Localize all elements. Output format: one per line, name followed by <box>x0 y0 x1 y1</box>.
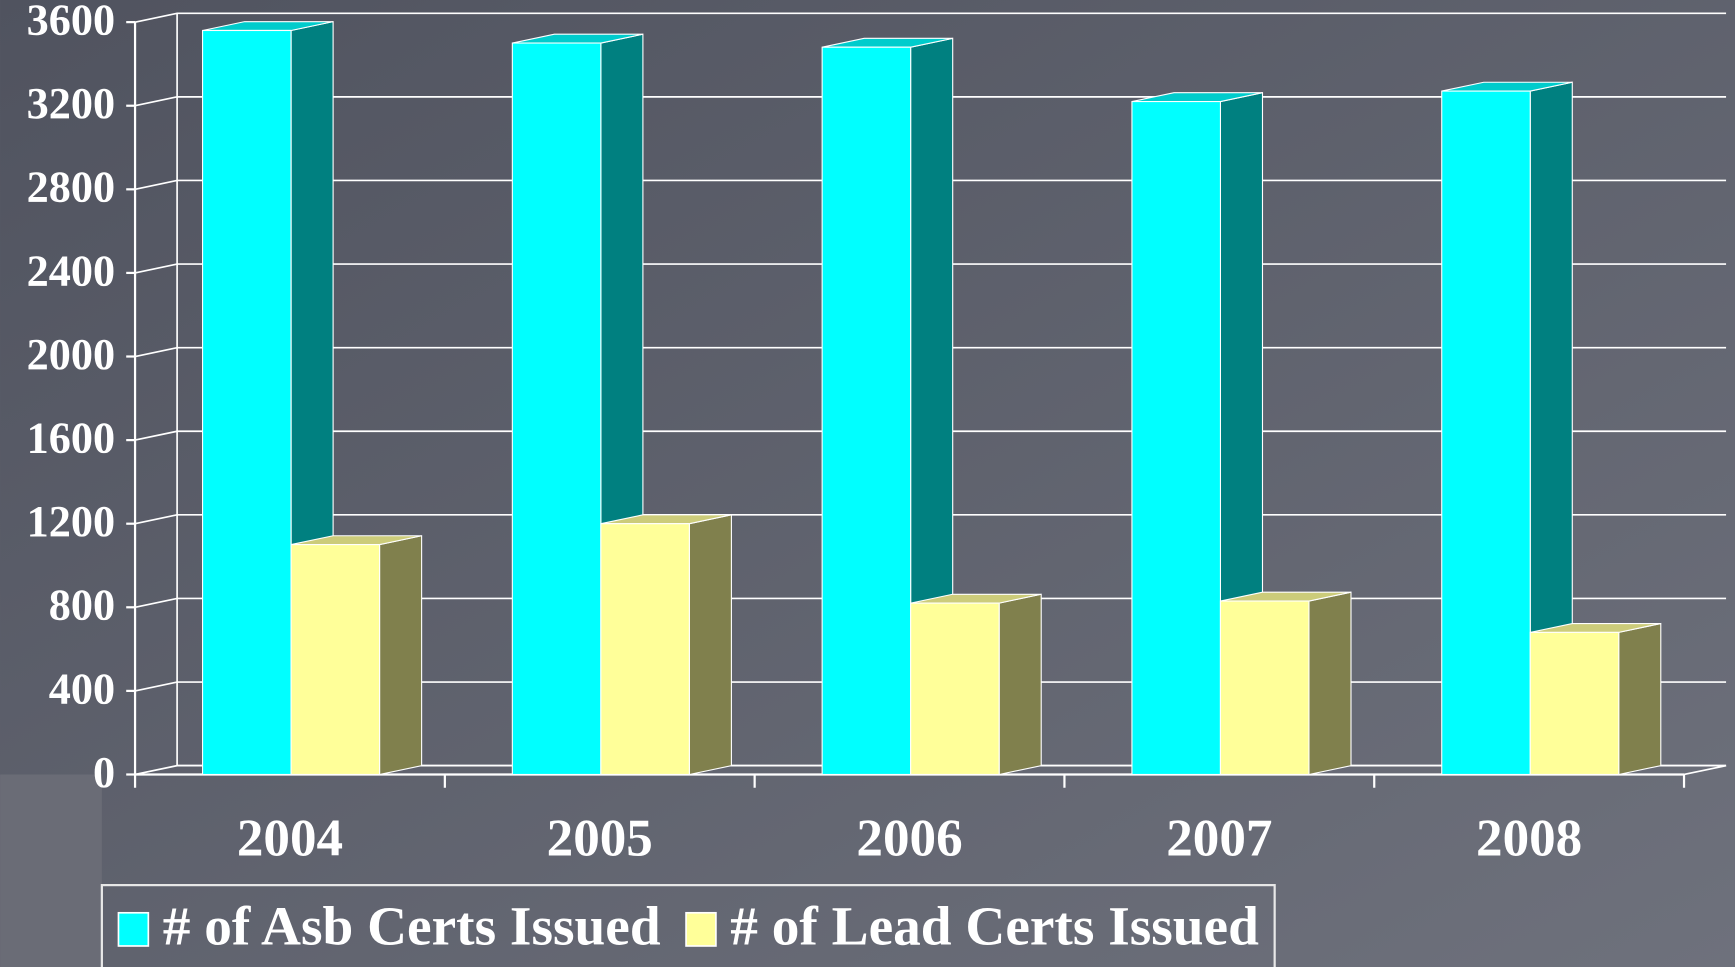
y-tick-label: 2000 <box>27 330 116 379</box>
bar <box>201 20 334 776</box>
bar-side <box>1308 591 1352 776</box>
bar-front <box>1219 600 1310 776</box>
legend-swatch <box>685 911 717 947</box>
y-tick-label: 1600 <box>27 413 116 462</box>
legend-box <box>100 884 1276 967</box>
bar-front <box>600 523 690 776</box>
bar-front <box>1441 90 1531 776</box>
x-tick-label: 2008 <box>1476 809 1582 867</box>
bar <box>1219 591 1352 776</box>
grid-line <box>134 12 1727 23</box>
y-tick-label: 0 <box>93 748 115 797</box>
y-tick-label: 800 <box>49 581 115 630</box>
legend-label: # of Lead Certs Issued <box>730 895 1259 956</box>
y-tick-label: 400 <box>49 664 115 713</box>
x-tick-label: 2006 <box>856 809 962 867</box>
x-tick-label: 2004 <box>237 809 343 867</box>
bar-front <box>1131 100 1221 776</box>
y-tick-label: 3600 <box>27 0 116 44</box>
bar-front <box>821 46 912 776</box>
bar <box>290 535 423 776</box>
x-tick-label: 2005 <box>547 809 653 867</box>
legend-swatch <box>117 911 150 947</box>
y-tick-label: 3200 <box>27 79 116 128</box>
bar-front <box>511 42 602 776</box>
bar-front <box>1529 631 1620 776</box>
floor-right-edge <box>1683 764 1727 776</box>
bar <box>600 514 732 776</box>
bar-front <box>910 602 1000 776</box>
bar-side <box>1618 622 1662 776</box>
bar-side <box>688 514 732 776</box>
bar-side <box>998 593 1042 776</box>
bar-front <box>290 544 381 776</box>
y-tick-label: 2400 <box>27 246 116 295</box>
bar-front <box>201 29 292 776</box>
legend-label: # of Asb Certs Issued <box>163 895 661 956</box>
y-tick-label: 1200 <box>27 497 116 546</box>
bar <box>910 593 1042 776</box>
bar-side <box>379 535 423 776</box>
bar <box>821 37 954 776</box>
x-tick-label: 2007 <box>1166 809 1272 867</box>
bar <box>1441 81 1573 776</box>
bar <box>1529 622 1662 776</box>
y-tick-label: 2800 <box>27 163 116 212</box>
left-strip <box>0 774 102 967</box>
